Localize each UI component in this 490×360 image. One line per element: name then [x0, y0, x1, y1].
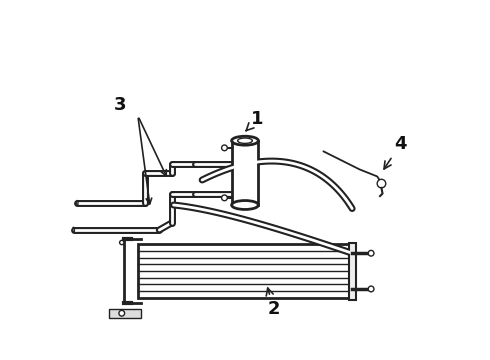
Circle shape: [119, 310, 124, 316]
Text: 1: 1: [246, 110, 264, 131]
Text: 3: 3: [114, 96, 126, 114]
Circle shape: [221, 195, 227, 201]
Ellipse shape: [238, 138, 252, 143]
Text: 2: 2: [266, 288, 280, 318]
Text: 4: 4: [384, 135, 407, 169]
Ellipse shape: [232, 201, 258, 210]
Bar: [348, 243, 356, 300]
Ellipse shape: [232, 136, 258, 145]
Polygon shape: [109, 309, 142, 318]
Ellipse shape: [76, 201, 78, 206]
Bar: [138, 244, 352, 298]
Circle shape: [377, 179, 386, 188]
Circle shape: [221, 145, 227, 151]
Circle shape: [120, 240, 124, 245]
Circle shape: [368, 286, 374, 292]
Circle shape: [368, 250, 374, 256]
Ellipse shape: [73, 227, 74, 233]
Bar: [232, 141, 258, 205]
